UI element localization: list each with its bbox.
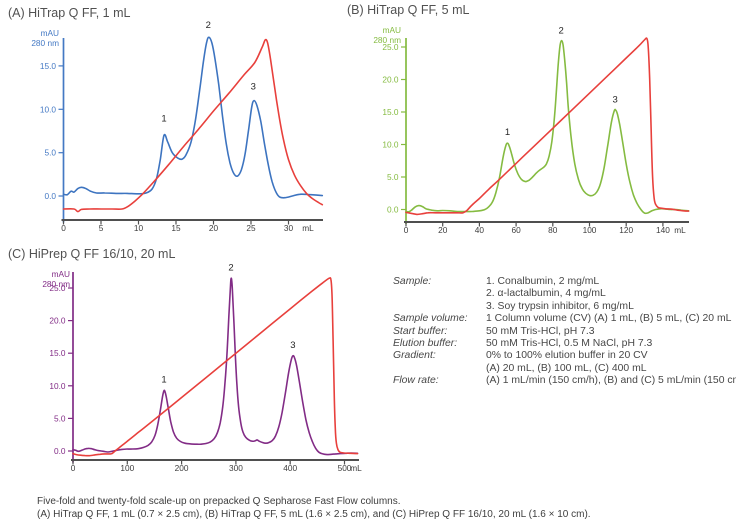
chart-b-peak-label-1: 1 bbox=[505, 127, 510, 138]
chart-c-x-tick-label: 500 bbox=[338, 463, 352, 473]
chart-b-x-unit-label: mL bbox=[674, 225, 686, 235]
chart-a-gradient-line bbox=[62, 38, 324, 213]
chart-b: 0 20 40 60 80 100 120 140 mL 0.0 5.0 10.0 15.0 20.0 25… bbox=[373, 25, 690, 235]
condition-value-line: 50 mM Tris-HCl, pH 7.3 bbox=[486, 325, 595, 337]
chart-c-x-tick-label: 100 bbox=[120, 463, 134, 473]
condition-value: 0% to 100% elution buffer in 20 CV (A) 20… bbox=[486, 350, 736, 375]
condition-value-line: (A) 20 mL, (B) 100 mL, (C) 400 mL bbox=[486, 362, 647, 374]
chart-a-y-unit-label: mAU bbox=[41, 28, 59, 38]
chart-b-x-tick-label: 60 bbox=[511, 225, 521, 235]
condition-value: 1. Conalbumin, 2 mg/mL 2. α-lactalbumin, … bbox=[486, 276, 736, 313]
chart-a-peak-label-2: 2 bbox=[206, 20, 211, 31]
chart-b-x-tick-label: 120 bbox=[619, 225, 633, 235]
chart-b-y-tick-label: 15.0 bbox=[382, 107, 399, 117]
condition-value-line: 50 mM Tris-HCl, 0.5 M NaCl, pH 7.3 bbox=[486, 338, 653, 350]
chart-a-x-tick-label: 15 bbox=[171, 223, 181, 233]
condition-value: 50 mM Tris-HCl, pH 7.3 bbox=[486, 326, 736, 338]
caption-line-1: Five-fold and twenty-fold scale-up on pr… bbox=[37, 496, 401, 507]
condition-label: Sample volume: bbox=[393, 313, 468, 325]
condition-label: Start buffer: bbox=[393, 325, 448, 337]
chart-c-x-tick-label: 0 bbox=[71, 463, 76, 473]
chart-a-peak-label-3: 3 bbox=[251, 81, 256, 92]
chart-c-peak-label-1: 1 bbox=[161, 375, 166, 386]
chart-c-x-unit-label: mL bbox=[350, 463, 362, 473]
condition-value-line: 1. Conalbumin, 2 mg/mL bbox=[486, 276, 600, 287]
chart-b-x-tick-label: 80 bbox=[548, 225, 558, 235]
chart-b-peak-label-2: 2 bbox=[559, 25, 564, 36]
chart-a-y-tick-label: 0.0 bbox=[44, 191, 56, 201]
condition-value-line: 2. α-lactalbumin, 4 mg/mL bbox=[486, 288, 606, 300]
chart-b-x-tick-label: 40 bbox=[475, 225, 485, 235]
chart-a-uv-curve bbox=[62, 36, 324, 199]
chart-b-gradient-line bbox=[405, 37, 690, 216]
chart-b-y-tick-label: 5.0 bbox=[387, 172, 399, 182]
chart-a-x-tick-label: 0 bbox=[61, 223, 66, 233]
condition-value-line: 1 Column volume (CV) (A) 1 mL, (B) 5 mL,… bbox=[486, 313, 732, 325]
chart-c-y-tick-label: 25.0 bbox=[49, 283, 66, 293]
chart-b-x-tick-label: 140 bbox=[656, 225, 670, 235]
chart-c-x-tick-label: 300 bbox=[229, 463, 243, 473]
chart-a-x-tick-label: 25 bbox=[246, 223, 256, 233]
condition-value: (A) 1 mL/min (150 cm/h), (B) and (C) 5 m… bbox=[486, 375, 736, 387]
condition-value-line: 3. Soy trypsin inhibitor, 6 mg/mL bbox=[486, 300, 634, 312]
caption-line-2: (A) HiTrap Q FF, 1 mL (0.7 × 2.5 cm), (B… bbox=[37, 508, 591, 520]
chart-a-y-tick-label: 5.0 bbox=[44, 148, 56, 158]
chart-a-y-tick-label: 10.0 bbox=[40, 104, 57, 114]
chart-b-uv-curve bbox=[405, 39, 690, 215]
chart-a-x-tick-label: 20 bbox=[209, 223, 219, 233]
chart-a-x-tick-label: 5 bbox=[99, 223, 104, 233]
condition-label: Flow rate: bbox=[393, 375, 439, 387]
chart-b-y-unit-label: 280 nm bbox=[373, 35, 401, 45]
chart-a-x-tick-label: 10 bbox=[134, 223, 144, 233]
chart-b-y-tick-label: 25.0 bbox=[382, 42, 399, 52]
chart-b-y-tick-label: 20.0 bbox=[382, 75, 399, 85]
chart-a-x-unit-label: mL bbox=[302, 223, 314, 233]
condition-value: 1 Column volume (CV) (A) 1 mL, (B) 5 mL,… bbox=[486, 313, 736, 325]
chart-a-y-tick-label: 15.0 bbox=[40, 61, 57, 71]
chart-c-peak-label-3: 3 bbox=[290, 340, 295, 351]
chart-a-title: (A) HiTrap Q FF, 1 mL bbox=[8, 6, 131, 20]
chart-c-y-tick-label: 15.0 bbox=[49, 348, 66, 358]
condition-label: Elution buffer: bbox=[393, 338, 458, 350]
chart-a-x-tick-label: 30 bbox=[284, 223, 294, 233]
chart-c-y-tick-label: 20.0 bbox=[49, 316, 66, 326]
chart-c-x-tick-label: 400 bbox=[283, 463, 297, 473]
chart-b-x-tick-label: 100 bbox=[583, 225, 597, 235]
chart-b-title: (B) HiTrap Q FF, 5 mL bbox=[347, 3, 470, 17]
chart-b-x-tick-label: 20 bbox=[438, 225, 448, 235]
run-conditions-panel: Sample: 1. Conalbumin, 2 mg/mL 2. α-lactal… bbox=[393, 276, 736, 388]
chart-a-peak-label-1: 1 bbox=[161, 113, 166, 124]
chart-c-gradient-line bbox=[72, 277, 359, 457]
chart-c-peak-label-2: 2 bbox=[228, 262, 233, 273]
chart-c-y-unit-label: 280 nm bbox=[42, 279, 70, 289]
condition-label: Sample: bbox=[393, 276, 432, 287]
chart-b-x-tick-label: 0 bbox=[404, 225, 409, 235]
chart-c-y-unit-label: mAU bbox=[52, 269, 70, 279]
chart-a-y-unit-label: 280 nm bbox=[31, 38, 59, 48]
chart-c-y-tick-label: 0.0 bbox=[54, 446, 66, 456]
figure-caption: Five-fold and twenty-fold scale-up on pr… bbox=[37, 496, 591, 521]
condition-value-line: (A) 1 mL/min (150 cm/h), (B) and (C) 5 m… bbox=[486, 375, 736, 387]
condition-value-line: 0% to 100% elution buffer in 20 CV bbox=[486, 350, 648, 362]
chart-c-title: (C) HiPrep Q FF 16/10, 20 mL bbox=[8, 247, 176, 261]
condition-value: 50 mM Tris-HCl, 0.5 M NaCl, pH 7.3 bbox=[486, 338, 736, 350]
chart-b-y-unit-label: mAU bbox=[383, 25, 401, 35]
chart-b-y-tick-label: 0.0 bbox=[387, 205, 399, 215]
chart-c-uv-curve bbox=[72, 277, 359, 456]
condition-label: Gradient: bbox=[393, 350, 436, 362]
chart-c-y-tick-label: 5.0 bbox=[54, 413, 66, 423]
chart-c-x-tick-label: 200 bbox=[175, 463, 189, 473]
chart-b-y-tick-label: 10.0 bbox=[382, 140, 399, 150]
chart-c-y-tick-label: 10.0 bbox=[49, 381, 66, 391]
chart-b-peak-label-3: 3 bbox=[613, 94, 618, 105]
